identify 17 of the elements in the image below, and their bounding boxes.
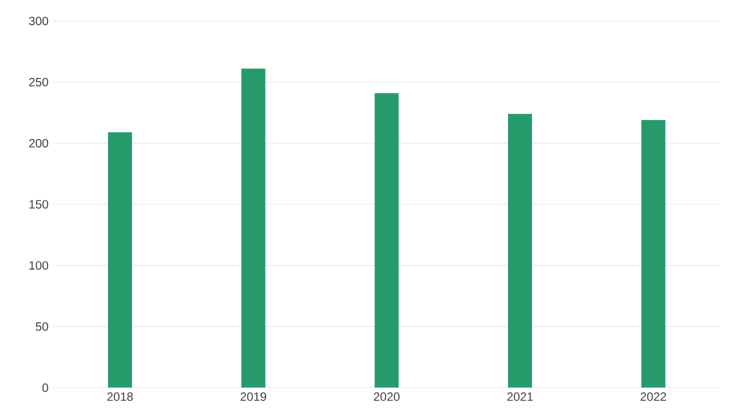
- x-tick-label: 2019: [240, 392, 266, 401]
- y-tick-label: 200: [29, 138, 48, 148]
- bar: [508, 114, 532, 388]
- y-tick-label: 100: [30, 261, 48, 270]
- y-tick-label: 300: [29, 16, 48, 26]
- y-tick-label: 250: [29, 78, 48, 86]
- bar: [374, 93, 399, 388]
- y-tick-label: 50: [36, 322, 48, 331]
- bar: [241, 68, 266, 388]
- x-tick-label: 2018: [107, 392, 133, 401]
- y-tick-label: 0: [42, 383, 48, 392]
- y-tick-label: 150: [30, 200, 48, 209]
- x-tick-label: 2020: [374, 392, 400, 401]
- x-tick-label: 2022: [640, 392, 666, 401]
- x-tick-label: 2021: [507, 392, 533, 401]
- bar: [108, 132, 132, 388]
- bar: [641, 120, 666, 388]
